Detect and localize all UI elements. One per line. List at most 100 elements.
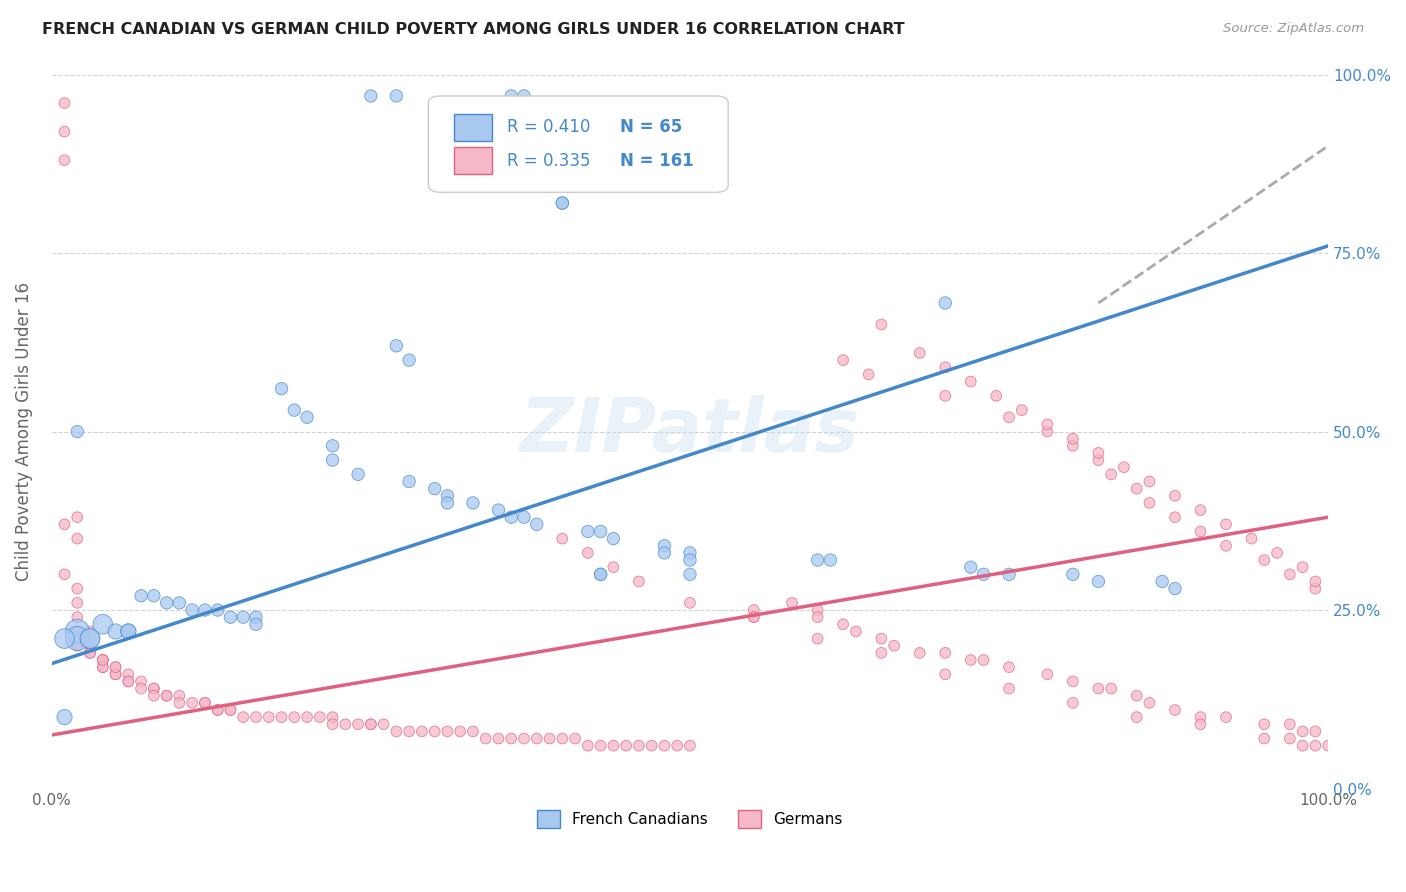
Point — [270, 382, 292, 396]
Point — [66, 624, 89, 639]
Point — [998, 567, 1021, 582]
Point — [1215, 517, 1237, 532]
Point — [1087, 446, 1109, 460]
Point — [1062, 696, 1084, 710]
Point — [1125, 710, 1147, 724]
Point — [373, 717, 395, 731]
Point — [1164, 582, 1187, 596]
Point — [474, 731, 496, 746]
Point — [1189, 503, 1212, 517]
Point — [1291, 560, 1313, 574]
Point — [129, 589, 152, 603]
Point — [845, 624, 868, 639]
Point — [576, 739, 599, 753]
Point — [156, 689, 179, 703]
Point — [1164, 703, 1187, 717]
Point — [1099, 681, 1122, 696]
Point — [1189, 524, 1212, 539]
Point — [1036, 667, 1059, 681]
Point — [1099, 467, 1122, 482]
Point — [66, 425, 89, 439]
Point — [1087, 681, 1109, 696]
Point — [679, 546, 702, 560]
Point — [526, 517, 548, 532]
Point — [104, 624, 127, 639]
Text: Source: ZipAtlas.com: Source: ZipAtlas.com — [1223, 22, 1364, 36]
Point — [870, 632, 893, 646]
Point — [501, 510, 523, 524]
Point — [129, 681, 152, 696]
Point — [602, 532, 624, 546]
Point — [53, 567, 76, 582]
Point — [347, 717, 370, 731]
Point — [1062, 567, 1084, 582]
Point — [219, 703, 242, 717]
Point — [1062, 439, 1084, 453]
Point — [194, 696, 217, 710]
Point — [270, 710, 292, 724]
Point — [295, 710, 318, 724]
Point — [538, 731, 561, 746]
Text: N = 161: N = 161 — [620, 152, 693, 169]
Point — [576, 524, 599, 539]
Point — [66, 632, 89, 646]
Point — [986, 389, 1008, 403]
Point — [1125, 689, 1147, 703]
Point — [654, 546, 676, 560]
Point — [423, 482, 446, 496]
Point — [488, 503, 510, 517]
Point — [283, 710, 305, 724]
Point — [449, 724, 471, 739]
Point — [1036, 417, 1059, 432]
Point — [488, 731, 510, 746]
Point — [295, 410, 318, 425]
Point — [679, 739, 702, 753]
FancyBboxPatch shape — [454, 114, 492, 141]
Point — [117, 674, 139, 689]
Point — [1139, 696, 1161, 710]
Point — [1317, 739, 1340, 753]
Point — [602, 560, 624, 574]
Point — [589, 567, 612, 582]
Point — [322, 710, 344, 724]
Point — [66, 610, 89, 624]
Point — [360, 717, 382, 731]
Point — [820, 553, 842, 567]
Point — [589, 524, 612, 539]
Point — [934, 389, 956, 403]
Point — [169, 689, 191, 703]
Point — [1265, 546, 1288, 560]
Point — [1253, 731, 1275, 746]
Point — [551, 532, 574, 546]
Point — [1215, 539, 1237, 553]
Point — [551, 196, 574, 211]
Point — [1139, 475, 1161, 489]
Point — [998, 410, 1021, 425]
Point — [66, 596, 89, 610]
Point — [1062, 432, 1084, 446]
Point — [53, 710, 76, 724]
Point — [501, 731, 523, 746]
Point — [513, 510, 536, 524]
Point — [169, 596, 191, 610]
Point — [870, 646, 893, 660]
Point — [169, 696, 191, 710]
Point — [91, 653, 114, 667]
Point — [501, 89, 523, 103]
Point — [1253, 553, 1275, 567]
Point — [1189, 717, 1212, 731]
Point — [1139, 496, 1161, 510]
Legend: French Canadians, Germans: French Canadians, Germans — [531, 804, 849, 834]
Point — [1278, 731, 1301, 746]
Point — [117, 624, 139, 639]
Point — [207, 603, 229, 617]
Point — [385, 339, 408, 353]
Point — [1112, 460, 1135, 475]
Point — [870, 318, 893, 332]
Point — [66, 532, 89, 546]
Point — [117, 667, 139, 681]
Point — [308, 710, 330, 724]
Point — [934, 360, 956, 375]
Point — [959, 560, 981, 574]
Point — [91, 653, 114, 667]
